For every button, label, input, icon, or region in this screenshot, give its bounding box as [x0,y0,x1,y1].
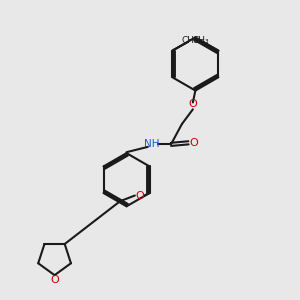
Text: CH₃: CH₃ [182,36,198,45]
Text: O: O [188,99,197,109]
Text: CH₃: CH₃ [192,36,209,45]
Text: O: O [189,138,198,148]
Text: NH: NH [144,140,159,149]
Text: O: O [50,275,58,285]
Text: O: O [135,190,144,200]
